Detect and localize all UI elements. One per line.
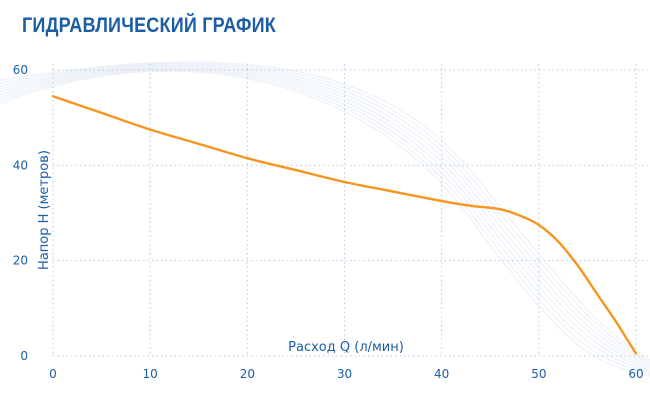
swoosh-line (0, 64, 650, 367)
y-tick-label: 0 (20, 349, 28, 363)
x-tick-label: 50 (531, 367, 546, 381)
swoosh-line (0, 63, 650, 365)
y-tick-label: 60 (13, 63, 28, 77)
swoosh-line (0, 68, 650, 373)
axis-ticks: 0 20 40 60 0 10 20 30 40 50 60 (13, 63, 644, 381)
x-tick-label: 20 (240, 367, 255, 381)
series-line (51, 95, 638, 355)
y-tick-label: 40 (13, 158, 28, 172)
background-swoosh (0, 61, 650, 377)
x-tick-label: 40 (434, 367, 449, 381)
swoosh-line (0, 62, 650, 363)
y-tick-label: 20 (13, 254, 28, 268)
swoosh-line (0, 66, 650, 369)
page-title: ГИДРАВЛИЧЕСКИЙ ГРАФИК (22, 14, 276, 37)
y-axis-title: Напор H (метров) (37, 150, 52, 270)
x-tick-label: 60 (628, 367, 643, 381)
series-layer (51, 95, 638, 355)
x-tick-label: 10 (143, 367, 158, 381)
swoosh-line (0, 67, 650, 371)
x-axis-title: Расход Q (л/мин) (288, 340, 404, 355)
swoosh-line (0, 70, 650, 377)
swoosh-line (0, 69, 650, 375)
x-tick-label: 0 (49, 367, 57, 381)
x-tick-label: 30 (337, 367, 352, 381)
swoosh-line (0, 61, 650, 361)
grid (52, 64, 648, 357)
